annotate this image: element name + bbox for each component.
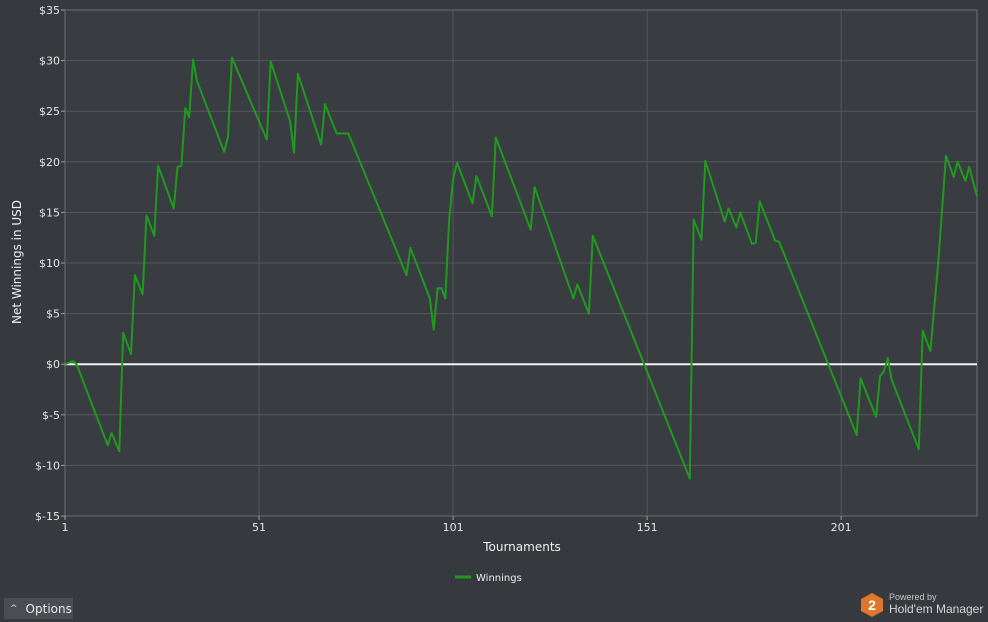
y-tick-label: $0 [46,358,60,371]
legend-label-winnings: Winnings [476,573,522,584]
options-button[interactable]: ^ Options [4,598,73,619]
y-tick-label: $25 [39,105,60,118]
options-label: Options [25,601,72,616]
y-tick-label: $5 [46,308,60,321]
brand-name: Hold'em Manager [889,602,984,616]
y-tick-label: $-5 [42,409,60,422]
y-tick-label: $35 [39,4,60,17]
holdem-manager-logo-icon: 2 [861,593,883,617]
plot-area: $35$30$25$20$15$10$5$0$-5$-10$-151 51 101 1… [35,4,978,534]
logo-badge-text: 2 [868,597,876,613]
x-tick-label: 1 [62,521,69,534]
y-tick-label: $10 [39,257,60,270]
chevron-up-icon: ^ [10,603,18,614]
powered-by-text: Powered by [889,592,937,602]
y-tick-label: $20 [39,156,60,169]
y-tick-label: $-15 [35,510,60,523]
powered-by-logo: 2 Powered by Hold'em Manager [858,590,986,620]
x-tick-label: 101 [443,521,464,534]
x-axis-title: Tournaments [482,540,561,554]
legend: Winnings [455,573,522,584]
y-tick-label: $-10 [35,459,60,472]
y-tick-label: $30 [39,55,60,68]
y-axis-title: Net Winnings in USD [10,200,24,324]
x-tick-label: 151 [637,521,658,534]
x-tick-label: 201 [831,521,852,534]
y-tick-label: $15 [39,206,60,219]
x-tick-label: 51 [252,521,266,534]
series-line-winnings [64,56,978,480]
